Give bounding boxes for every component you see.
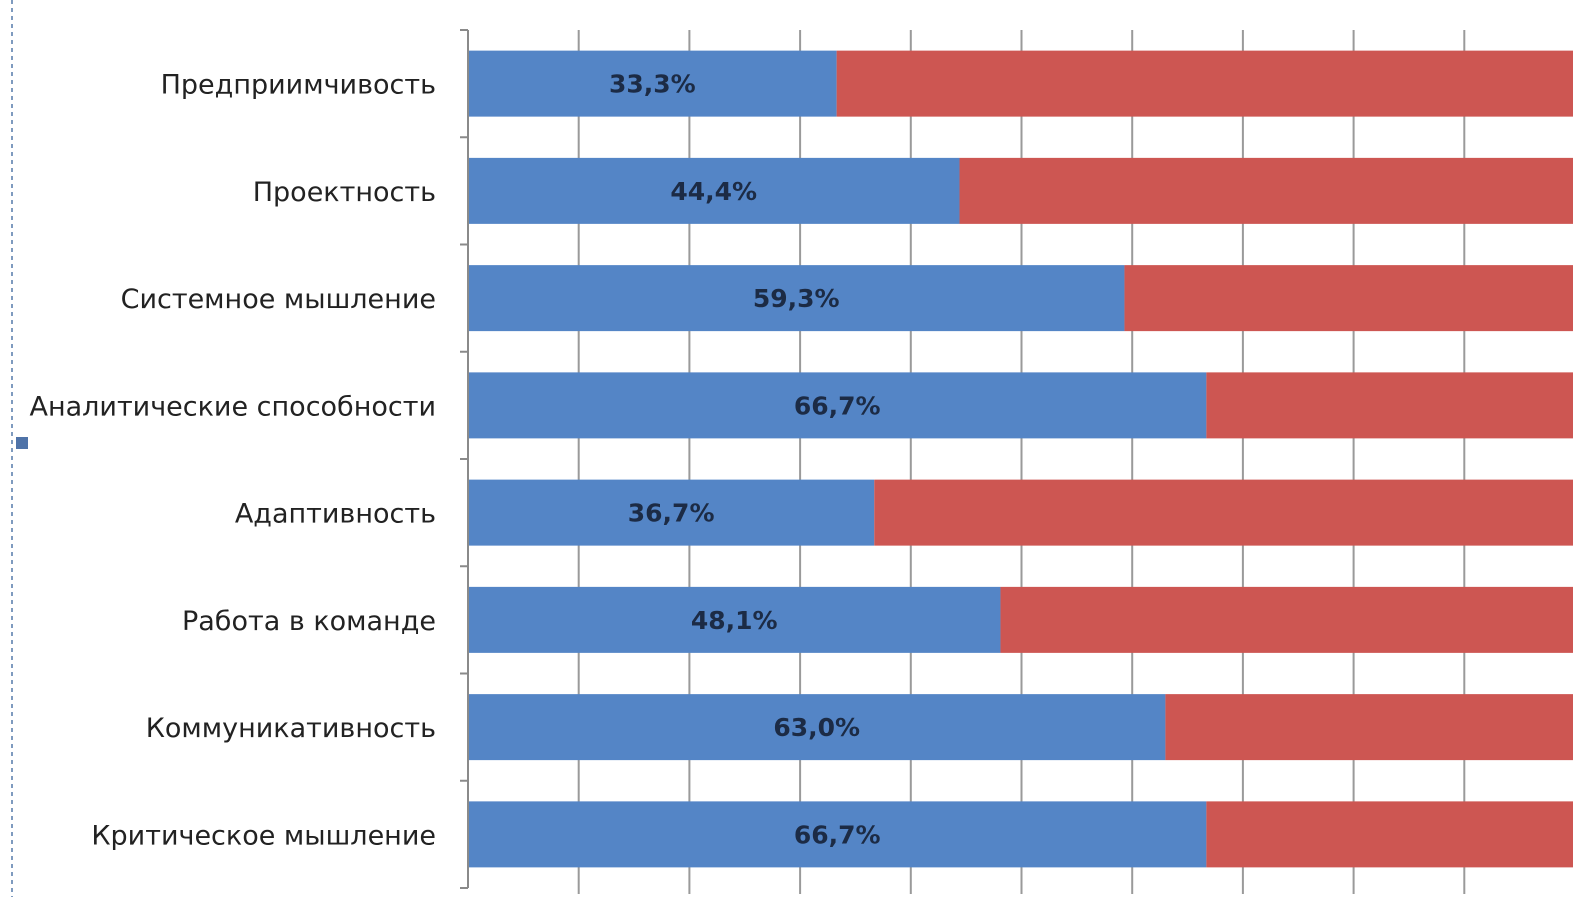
category-label: Адаптивность	[235, 499, 436, 530]
bar-remainder	[1206, 801, 1573, 868]
category-label: Коммуникативность	[146, 713, 436, 744]
bar-share	[468, 694, 1166, 761]
bar-share	[468, 801, 1207, 868]
data-label: 33,3%	[609, 70, 696, 99]
data-label: 44,4%	[670, 177, 757, 206]
bar-remainder	[874, 479, 1573, 546]
left-dashed-border	[11, 0, 28, 897]
bar-share	[468, 372, 1207, 439]
data-label: 36,7%	[628, 499, 715, 528]
category-label: Проектность	[253, 177, 436, 208]
bar-remainder	[1124, 265, 1573, 332]
bar-remainder	[1000, 586, 1573, 653]
data-label: 59,3%	[753, 284, 840, 313]
bar-share	[468, 265, 1125, 332]
data-label: 48,1%	[691, 606, 778, 635]
bar-remainder	[1206, 372, 1573, 439]
bar-remainder	[1165, 694, 1573, 761]
bar-share	[468, 50, 837, 117]
data-label: 66,7%	[794, 391, 881, 420]
data-labels: 33,3% 44,4% 59,3% 66,7% 36,7% 48,1% 63,0% 66,7%	[609, 70, 881, 850]
category-label: Предприимчивость	[161, 70, 436, 101]
bar-share	[468, 157, 960, 224]
category-labels: Предприимчивость Проектность Системное мыш…	[29, 70, 436, 852]
category-label: Системное мышление	[121, 284, 436, 315]
bar-remainder	[959, 157, 1573, 224]
data-label: 66,7%	[794, 820, 881, 849]
category-label: Аналитические способности	[29, 391, 436, 422]
bar-share	[468, 586, 1001, 653]
category-label: Критическое мышление	[91, 820, 436, 851]
frame-handle	[16, 437, 28, 449]
bar-share	[468, 479, 875, 546]
data-label: 63,0%	[773, 713, 860, 742]
category-label: Работа в команде	[182, 606, 436, 637]
bars	[468, 50, 1573, 868]
bar-remainder	[836, 50, 1573, 117]
category-axis	[460, 29, 469, 889]
